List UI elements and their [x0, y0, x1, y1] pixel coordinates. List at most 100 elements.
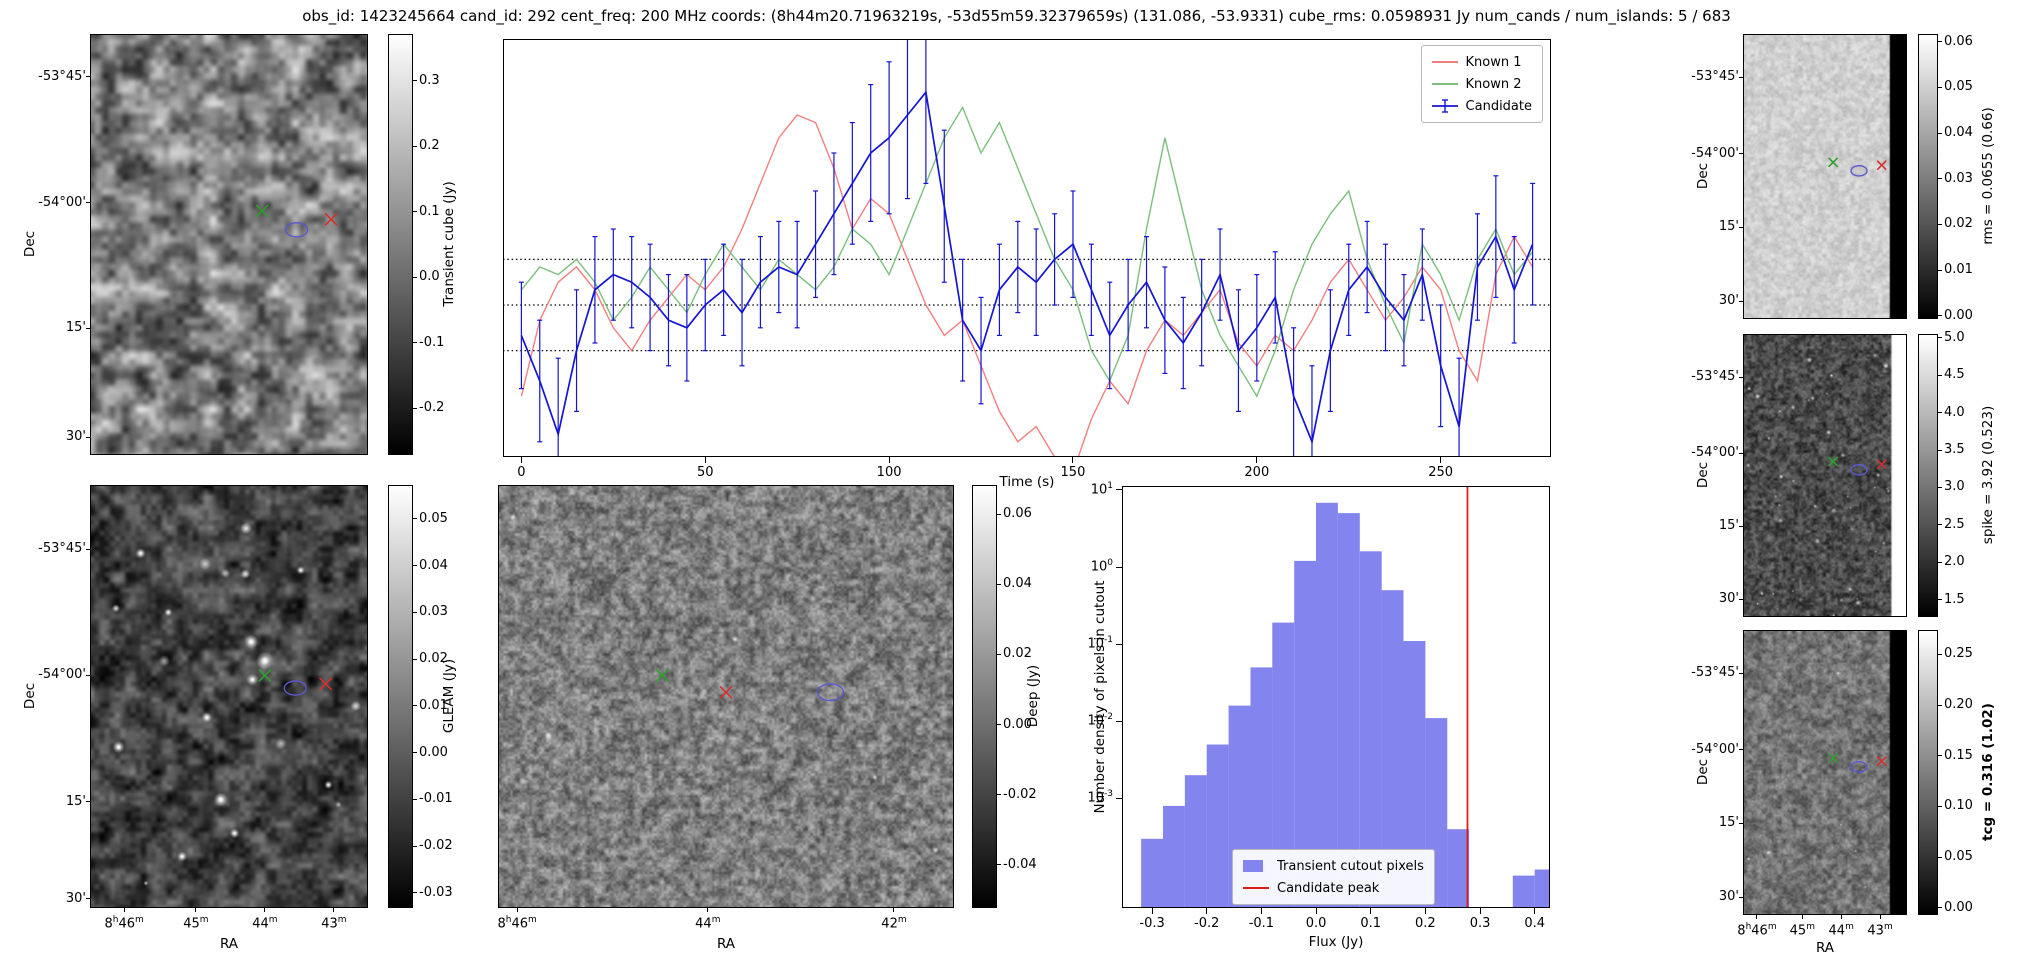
histogram-x-tick-mark — [1151, 908, 1153, 914]
gleam-colorbar-tick-mark — [413, 565, 417, 567]
histogram-bar — [1534, 869, 1557, 907]
deep-colorbar-tick-mark — [997, 794, 1001, 796]
gleam-dec-tick-label: 15' — [65, 793, 86, 809]
histogram-frame — [1122, 486, 1550, 908]
spike-colorbar-tick-label: 3.5 — [1944, 441, 1965, 457]
transient-colorbar-tick-label: 0.1 — [419, 203, 440, 219]
tcg-colorbar-tick-label: 0.25 — [1944, 646, 1973, 662]
rms-colorbar-tick-mark — [1938, 132, 1942, 134]
transient-colorbar-tick-mark — [413, 211, 417, 213]
histogram-y-tick-label: 100 — [1090, 558, 1113, 575]
histogram-y-tick-label: 10-2 — [1087, 712, 1113, 729]
gleam-image — [91, 486, 367, 907]
line-swatch-color — [1431, 61, 1458, 63]
deep-colorbar-tick-mark — [997, 724, 1001, 726]
rms-colorbar-tick-mark — [1938, 269, 1942, 271]
tcg-cutout-panel — [1743, 630, 1907, 915]
gleam-colorbar-tick-label: 0.01 — [419, 697, 448, 713]
tcg-image — [1744, 631, 1906, 914]
gleam-colorbar — [388, 485, 413, 908]
lightcurve-x-tick-mark — [1072, 457, 1074, 463]
rms-dec-tick-label: -53°45' — [1691, 69, 1739, 85]
rms-colorbar-tick-mark — [1938, 223, 1942, 225]
rms-cutout-panel — [1743, 34, 1907, 319]
lightcurve-x-tick-label: 250 — [1428, 465, 1454, 480]
rms-colorbar-tick-label: 0.02 — [1944, 216, 1973, 232]
spike-dec-tick-mark — [1739, 452, 1744, 454]
gleam-ra-tick-mark — [333, 907, 335, 912]
rms-dec-tick-mark — [1739, 153, 1744, 155]
rms-dec-label: Dec — [1695, 162, 1711, 190]
gleam-ra-tick-label: 44m — [252, 915, 278, 932]
gleam-colorbar-tick-mark — [413, 845, 417, 847]
rms-dec-tick-label: 30' — [1718, 292, 1739, 308]
transient-dec-tick-label: -54°00' — [38, 194, 86, 210]
gleam-dec-tick-mark — [86, 674, 91, 676]
tcg-dec-label: Dec — [1695, 758, 1711, 786]
histogram-legend: Transient cutout pixels Candidate peak — [1232, 849, 1435, 905]
tcg-dec-tick-mark — [1739, 896, 1744, 898]
transient-colorbar-tick-label: -0.1 — [419, 334, 445, 350]
lightcurve-x-tick-label: 0 — [517, 465, 526, 480]
tcg-ra-label: RA — [1815, 940, 1835, 956]
rms-colorbar-tick-mark — [1938, 41, 1942, 43]
deep-cutout-panel — [498, 485, 954, 908]
tcg-colorbar-tick-mark — [1938, 907, 1942, 909]
tcg-colorbar — [1918, 630, 1938, 915]
deep-colorbar-tick-label: 0.04 — [1003, 576, 1032, 592]
histogram-x-tick-label: 0.4 — [1524, 916, 1546, 931]
gleam-ra-tick-mark — [195, 907, 197, 912]
deep-colorbar-tick-label: -0.04 — [1003, 856, 1037, 872]
gleam-dec-tick-label: -53°45' — [38, 540, 86, 556]
rms-colorbar-tick-label: 0.05 — [1944, 79, 1973, 95]
histogram-y-tick-mark — [1116, 566, 1122, 568]
lightcurve-legend-item: Candidate — [1431, 95, 1532, 117]
histogram-bar — [1403, 641, 1426, 907]
tcg-dec-tick-label: 15' — [1718, 815, 1739, 831]
transient-dec-tick-mark — [86, 436, 91, 438]
histogram-bar — [1163, 805, 1185, 907]
gleam-cutout-panel — [90, 485, 368, 908]
deep-ra-tick-mark — [707, 907, 709, 912]
tcg-colorbar-tick-mark — [1938, 653, 1942, 655]
deep-ra-tick-label: 8h46m — [497, 915, 537, 932]
histogram-bar — [1184, 775, 1207, 907]
known-1-line — [520, 114, 1534, 474]
hist-patch-color — [1243, 860, 1263, 872]
gleam-dec-tick-label: -54°00' — [38, 667, 86, 683]
histogram-x-tick-label: 0.1 — [1360, 916, 1382, 931]
histogram-bar — [1272, 622, 1295, 907]
gleam-colorbar-tick-mark — [413, 518, 417, 520]
transient-colorbar-tick-mark — [413, 276, 417, 278]
spike-colorbar-tick-label: 2.5 — [1944, 516, 1965, 532]
spike-colorbar — [1918, 334, 1938, 617]
histogram-bar — [1381, 590, 1404, 907]
lightcurve-x-tick-label: 100 — [876, 465, 902, 480]
gleam-colorbar-tick-mark — [413, 705, 417, 707]
tcg-colorbar-tick-label: 0.00 — [1944, 899, 1973, 915]
lightcurve-plot — [503, 0, 1551, 519]
gleam-colorbar-tick-label: -0.02 — [419, 838, 453, 854]
rms-colorbar-label: rms = 0.0655 (0.66) — [1980, 107, 1996, 245]
histogram-bar — [1141, 838, 1163, 907]
transient-colorbar — [388, 34, 413, 455]
lightcurve-frame — [503, 39, 1551, 457]
transient-colorbar-tick-label: -0.2 — [419, 400, 445, 416]
spike-colorbar-tick-label: 2.0 — [1944, 554, 1965, 570]
spike-dec-tick-label: 30' — [1718, 590, 1739, 606]
tcg-colorbar-tick-label: 0.20 — [1944, 696, 1973, 712]
tcg-colorbar-label: tcg = 0.316 (1.02) — [1980, 703, 1996, 841]
gleam-ra-tick-mark — [264, 907, 266, 912]
spike-cutout-panel — [1743, 334, 1907, 617]
gleam-colorbar-tick-label: -0.01 — [419, 791, 453, 807]
tcg-ra-tick-label: 44m — [1828, 922, 1854, 939]
transient-colorbar-tick-label: 0.3 — [419, 72, 440, 88]
histogram-bar — [1337, 513, 1360, 907]
lightcurve-x-tick-label: 150 — [1060, 465, 1086, 480]
lightcurve-x-tick-mark — [520, 457, 522, 463]
lightcurve-x-axis-label: Time (s) — [999, 474, 1055, 490]
deep-image — [499, 486, 953, 907]
gleam-ra-label: RA — [219, 936, 239, 952]
transient-dec-tick-mark — [86, 76, 91, 78]
